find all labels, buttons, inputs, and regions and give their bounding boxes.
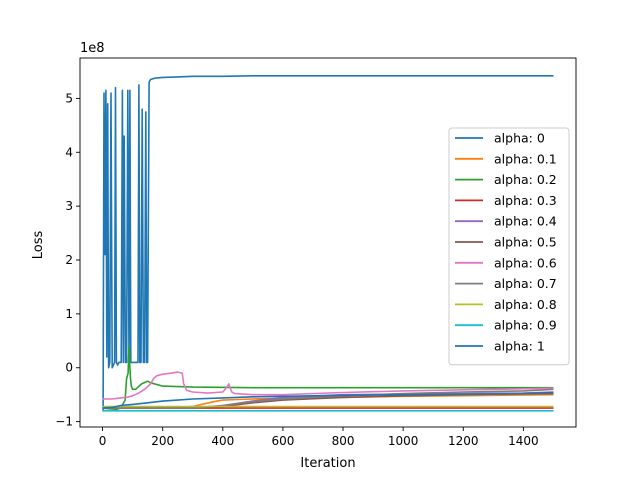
legend-label: alpha: 0.8 xyxy=(494,297,557,312)
series-line-0 xyxy=(102,75,554,412)
legend-label: alpha: 0.9 xyxy=(494,318,557,333)
plot-frame xyxy=(79,57,577,428)
legend: alpha: 0 alpha: 0.1 alpha: 0.2 alpha: 0.3 al… xyxy=(448,127,570,366)
x-tick-label: 0 xyxy=(99,434,107,448)
legend-box xyxy=(448,127,570,366)
legend-label: alpha: 0.3 xyxy=(494,193,557,208)
y-axis-label: Loss xyxy=(31,231,46,260)
legend-label: alpha: 1 xyxy=(494,339,545,354)
legend-label: alpha: 0.4 xyxy=(494,214,557,229)
x-tick-label: 1400 xyxy=(508,434,539,448)
legend-label: alpha: 0.6 xyxy=(494,255,557,270)
series-line-10 xyxy=(102,392,554,409)
y-tick-label: 3 xyxy=(65,199,73,213)
y-tick-label: −1 xyxy=(55,415,73,429)
series-lines xyxy=(102,75,554,412)
legend-label: alpha: 0.1 xyxy=(494,151,557,166)
legend-label: alpha: 0 xyxy=(494,131,545,146)
y-tick-label: 5 xyxy=(65,91,73,105)
y-offset-label: 1e8 xyxy=(80,41,105,56)
x-axis-label: Iteration xyxy=(300,456,355,471)
x-tick-label: 400 xyxy=(211,434,234,448)
x-tick-label: 1200 xyxy=(448,434,479,448)
legend-label: alpha: 0.7 xyxy=(494,276,557,291)
x-tick-label: 800 xyxy=(332,434,355,448)
y-tick-label: 0 xyxy=(65,361,73,375)
y-tick-label: 4 xyxy=(65,145,73,159)
x-tick-label: 1000 xyxy=(388,434,419,448)
x-tick-label: 600 xyxy=(271,434,294,448)
series-line-2 xyxy=(102,345,554,412)
y-tick-label: 1 xyxy=(65,307,73,321)
axes: 0 200 400 600 800 1000 1200 1400 −1 0 1 2 3 4 5 xyxy=(55,57,577,448)
y-tick-label: 2 xyxy=(65,253,73,267)
series-line-6 xyxy=(102,371,554,400)
legend-label: alpha: 0.5 xyxy=(494,235,557,250)
x-tick-label: 200 xyxy=(151,434,174,448)
legend-label: alpha: 0.2 xyxy=(494,172,557,187)
